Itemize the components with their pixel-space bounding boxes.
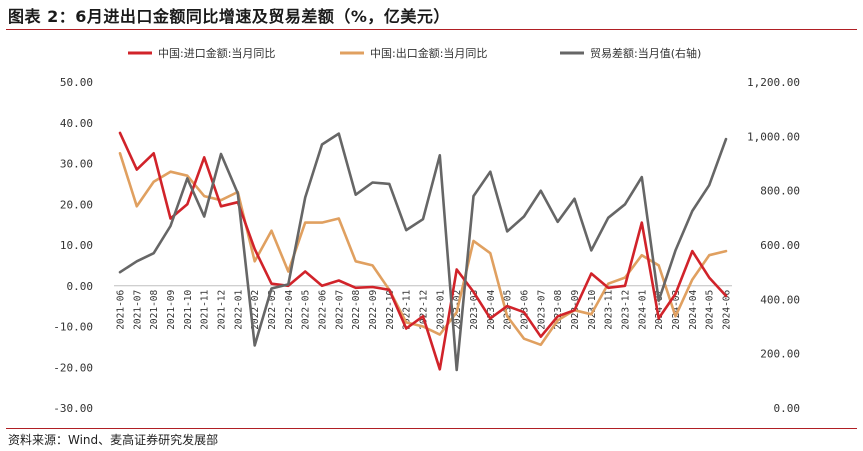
series-line-1 (118, 131, 728, 371)
left-y-tick-label: 10.00 (60, 239, 93, 252)
x-tick-label: 2022-12 (419, 290, 430, 330)
right-y-tick-label: 0.00 (774, 402, 801, 415)
left-y-tick-label: 0.00 (67, 280, 94, 293)
bottom-rule (6, 428, 857, 429)
x-tick-label: 2023-08 (553, 289, 564, 329)
x-tick-label: 2021-06 (116, 289, 127, 329)
source-note: 资料来源：Wind、麦高证券研究发展部 (8, 433, 219, 447)
x-tick-label: 2023-04 (486, 289, 497, 329)
left-y-tick-label: -30.00 (53, 402, 93, 415)
legend-label: 中国:进口金额:当月同比 (158, 46, 275, 60)
right-y-tick-label: 600.00 (760, 239, 800, 252)
x-tick-label: 2023-06 (520, 289, 531, 329)
x-tick-label: 2022-06 (318, 289, 329, 329)
left-y-tick-label: 40.00 (60, 117, 93, 130)
x-tick-label: 2024-05 (705, 290, 716, 330)
x-tick-label: 2023-07 (536, 290, 547, 330)
legend: 中国:进口金额:当月同比 中国:出口金额:当月同比 贸易差额:当月值(右轴) (128, 46, 701, 60)
x-tick-label: 2021-09 (166, 289, 177, 329)
x-tick-label: 2021-10 (183, 289, 194, 329)
x-tick-label: 2022-03 (267, 290, 278, 330)
x-tick-label: 2022-05 (301, 290, 312, 330)
legend-label: 中国:出口金额:当月同比 (370, 46, 487, 60)
x-tick-label: 2023-03 (469, 290, 480, 330)
x-tick-label: 2023-12 (621, 290, 632, 330)
x-tick-label: 2022-02 (250, 290, 261, 330)
legend-label: 贸易差额:当月值(右轴) (590, 46, 701, 60)
series-layer (118, 131, 728, 372)
x-tick-label: 2023-05 (503, 290, 514, 330)
x-tick-label: 2021-07 (132, 290, 143, 330)
left-y-tick-label: 50.00 (60, 76, 93, 89)
x-tick-label: 2022-10 (385, 289, 396, 329)
x-tick-label: 2022-04 (284, 289, 295, 329)
x-tick-label: 2024-01 (637, 289, 648, 329)
x-tick-label: 2022-11 (402, 289, 413, 329)
right-y-axis: 0.00 200.00 400.00 600.00 800.00 1,000.00 1,20… (747, 76, 800, 415)
x-tick-label: 2024-04 (688, 289, 699, 329)
x-tick-label: 2024-06 (722, 289, 733, 329)
right-y-tick-label: 200.00 (760, 348, 800, 361)
x-tick-label: 2023-11 (604, 289, 615, 329)
x-tick-label: 2022-09 (368, 289, 379, 329)
title-rule (6, 29, 857, 30)
series-line-3 (118, 132, 728, 372)
x-tick-label: 2024-03 (671, 290, 682, 330)
x-tick-label: 2024-02 (654, 290, 665, 330)
x-tick-label: 2021-08 (149, 289, 160, 329)
x-tick-label: 2021-11 (200, 289, 211, 329)
series-line-2 (118, 152, 728, 347)
x-tick-label: 2022-08 (351, 289, 362, 329)
x-tick-label: 2021-12 (217, 290, 228, 330)
left-y-tick-label: -20.00 (53, 361, 93, 374)
chart-title: 图表 2：6月进出口金额同比增速及贸易差额（%，亿美元） (8, 7, 450, 26)
left-y-tick-label: -10.00 (53, 321, 93, 334)
left-y-tick-label: 30.00 (60, 158, 93, 171)
right-y-tick-label: 1,000.00 (747, 130, 800, 143)
x-tick-label: 2023-01 (435, 289, 446, 329)
left-y-axis: -30.00 -20.00 -10.00 0.00 10.00 20.00 30.00 40.… (53, 76, 93, 415)
right-y-tick-label: 1,200.00 (747, 76, 800, 89)
x-tick-label: 2022-07 (334, 290, 345, 330)
x-tick-label: 2023-10 (587, 289, 598, 329)
right-y-tick-label: 800.00 (760, 185, 800, 198)
chart-plot: 中国:进口金额:当月同比 中国:出口金额:当月同比 贸易差额:当月值(右轴) -30… (53, 46, 800, 415)
right-y-tick-label: 400.00 (760, 293, 800, 306)
left-y-tick-label: 20.00 (60, 198, 93, 211)
x-tick-label: 2022-01 (233, 289, 244, 329)
